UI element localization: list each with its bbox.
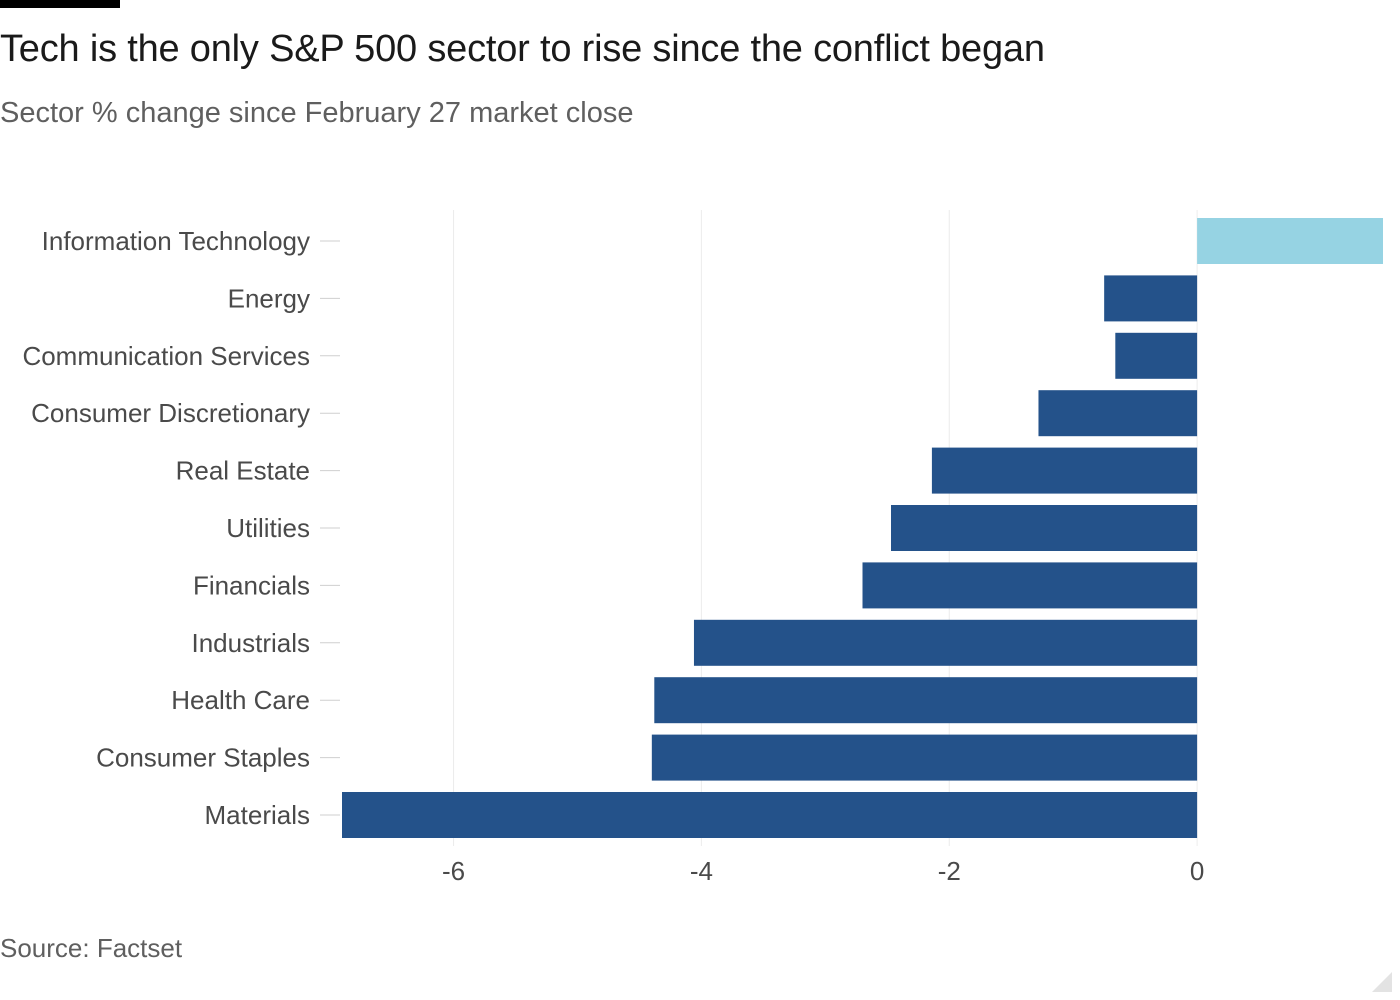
bar-energy — [1104, 275, 1198, 322]
bar-layer — [342, 218, 1383, 838]
bar-communication-services — [1115, 332, 1198, 379]
bar-health-care — [654, 677, 1198, 724]
category-label: Utilities — [226, 513, 310, 543]
x-tick-label: -2 — [938, 856, 961, 886]
bar-consumer-discretionary — [1038, 390, 1198, 437]
x-axis-ticks: -6 -4 -2 0 — [442, 856, 1204, 886]
x-tick-label: 0 — [1190, 856, 1204, 886]
bar-real-estate — [931, 447, 1198, 494]
category-label: Materials — [205, 800, 310, 830]
category-label: Communication Services — [22, 341, 310, 371]
category-labels: Information Technology Energy Communicatio… — [22, 226, 310, 830]
chart-title: Tech is the only S&P 500 sector to rise … — [0, 28, 1045, 70]
category-label: Consumer Staples — [96, 743, 310, 773]
x-tick-label: -6 — [442, 856, 465, 886]
x-tick-label: -4 — [690, 856, 713, 886]
brand-top-bar — [0, 0, 120, 8]
source-note: Source: Factset — [0, 933, 183, 963]
chart-subtitle: Sector % change since February 27 market… — [0, 97, 634, 129]
category-label: Information Technology — [42, 226, 310, 256]
bar-financials — [862, 562, 1198, 609]
category-label: Real Estate — [176, 456, 310, 486]
bar-consumer-staples — [651, 734, 1198, 781]
bar-utilities — [891, 505, 1198, 551]
category-label: Industrials — [192, 628, 311, 658]
resize-corner-icon — [1372, 972, 1392, 992]
bar-industrials — [693, 619, 1198, 666]
category-label: Consumer Discretionary — [31, 398, 310, 428]
category-label: Financials — [193, 570, 310, 600]
category-label: Health Care — [171, 685, 310, 715]
bar-information-technology — [1197, 218, 1383, 264]
category-label: Energy — [228, 283, 310, 313]
bar-materials — [342, 792, 1198, 838]
